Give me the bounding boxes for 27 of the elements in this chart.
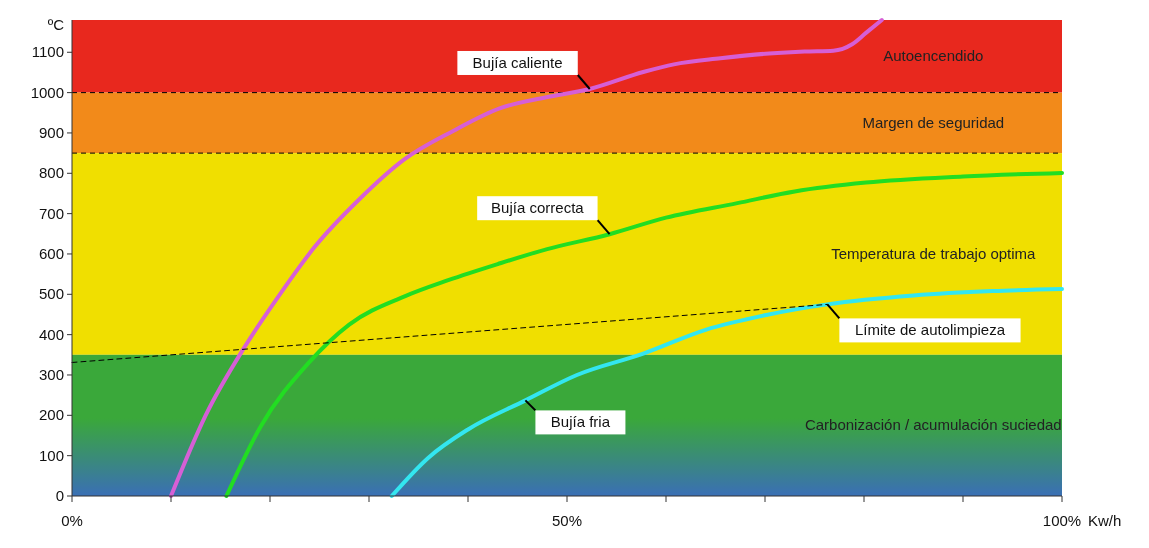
y-tick-label: 900	[38, 123, 64, 141]
y-tick-label: 600	[38, 244, 64, 262]
y-tick-label: 1100	[31, 43, 64, 61]
y-tick-label: 1000	[30, 83, 64, 101]
y-tick-label: 700	[38, 204, 64, 222]
line-series	[224, 170, 1064, 498]
y-tick-label: 300	[38, 365, 64, 383]
y-tick-label: 800	[38, 164, 64, 182]
x-axis-title: Kw/h	[1088, 512, 1122, 529]
series-label: Bujía correcta	[491, 199, 585, 217]
band-label: Carbonización / acumulación suciedad	[804, 416, 1062, 434]
series-label: Bujía fria	[550, 413, 611, 431]
line-series	[389, 287, 1064, 498]
y-tick-label: 200	[38, 406, 64, 424]
y-axis-title: ºC	[47, 16, 65, 33]
y-tick-label: 400	[38, 325, 64, 343]
x-tick-label: 0%	[61, 512, 83, 529]
band-label: Margen de seguridad	[862, 113, 1005, 131]
x-tick-label: 50%	[551, 512, 583, 529]
y-tick-label: 0	[55, 487, 64, 504]
y-tick-label: 100	[38, 446, 64, 464]
x-tick-label: 100%	[1042, 512, 1082, 529]
text: Límite de autolimpieza	[854, 321, 1006, 339]
band-label: Autoencendido	[883, 47, 984, 65]
y-tick-label: 500	[38, 285, 64, 303]
band-label: Temperatura de trabajo optima	[831, 244, 1037, 262]
series-label: Bujía caliente	[472, 53, 563, 71]
